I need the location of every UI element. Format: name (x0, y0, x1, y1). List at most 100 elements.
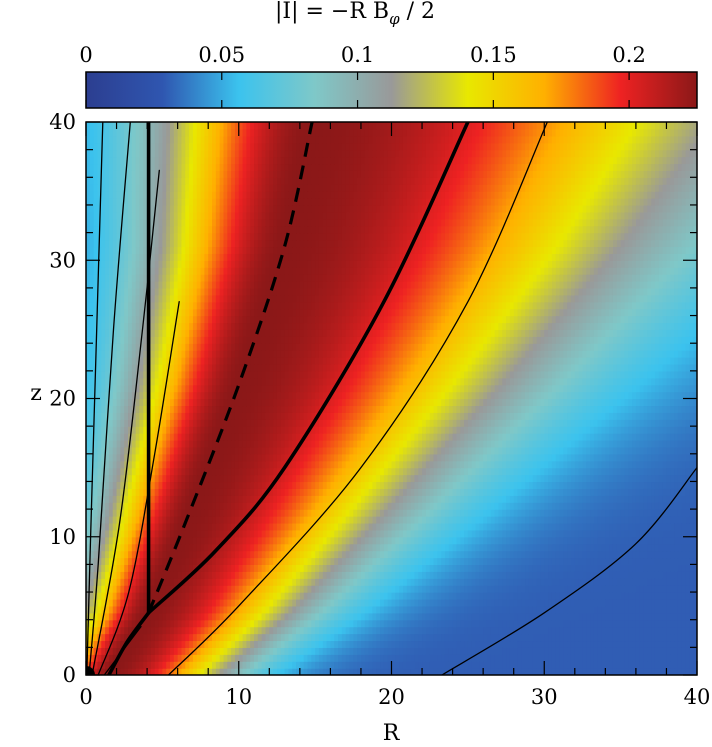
heatmap-cell (380, 557, 385, 565)
heatmap-cell (254, 467, 259, 476)
heatmap-cell (681, 598, 687, 607)
heatmap-cell (433, 460, 438, 469)
heatmap-cell (128, 647, 133, 655)
heatmap-cell (521, 633, 526, 642)
heatmap-cell (513, 619, 519, 628)
colorbar (85, 71, 698, 109)
heatmap-cell (490, 598, 496, 607)
heatmap-cell (582, 536, 587, 545)
heatmap-cell (150, 578, 156, 586)
heatmap-cell (628, 557, 633, 565)
heatmap-cell (674, 661, 679, 669)
heatmap-cell (548, 509, 553, 517)
heatmap-cell (215, 516, 221, 524)
heatmap-cell (460, 640, 465, 648)
heatmap-cell (292, 460, 297, 469)
heatmap-cell (639, 516, 645, 524)
heatmap-cell (693, 474, 697, 483)
heatmap-cell (605, 647, 610, 655)
heatmap-cell (326, 612, 332, 621)
heatmap-cell (360, 502, 366, 510)
heatmap-cell (486, 668, 492, 675)
heatmap-cell (494, 516, 500, 524)
heatmap-cell (231, 578, 236, 586)
heatmap-cell (128, 592, 133, 600)
heatmap-cell (250, 495, 255, 503)
heatmap-cell (360, 495, 366, 503)
heatmap-cell (250, 592, 255, 600)
heatmap-cell (353, 633, 358, 642)
heatmap-cell (135, 585, 141, 593)
heatmap-cell (215, 598, 221, 607)
heatmap-cell (326, 578, 332, 586)
heatmap-cell (231, 467, 236, 476)
heatmap-cell (112, 543, 118, 552)
heatmap-cell (196, 516, 202, 524)
heatmap-cell (86, 661, 91, 669)
heatmap-cell (368, 550, 374, 559)
heatmap-cell (208, 585, 213, 593)
heatmap-cell (418, 460, 423, 469)
heatmap-cell (189, 481, 194, 489)
heatmap-cell (486, 474, 492, 483)
heatmap-cell (345, 598, 351, 607)
heatmap-cell (246, 467, 251, 476)
heatmap-cell (269, 509, 274, 517)
heatmap-cell (452, 605, 458, 614)
heatmap-cell (544, 522, 549, 531)
heatmap-cell (693, 654, 697, 662)
heatmap-cell (540, 585, 545, 593)
heatmap-cell (540, 668, 545, 675)
heatmap-cell (189, 647, 194, 655)
heatmap-cell (624, 647, 629, 655)
heatmap-cell (341, 522, 347, 531)
heatmap-cell (196, 640, 202, 648)
heatmap-cell (219, 495, 225, 503)
heatmap-cell (444, 571, 450, 579)
heatmap-cell (380, 668, 385, 675)
heatmap-cell (212, 467, 217, 476)
heatmap-cell (578, 626, 584, 635)
heatmap-cell (124, 481, 129, 489)
heatmap-cell (276, 495, 282, 503)
heatmap-cell (521, 522, 526, 531)
heatmap-cell (280, 571, 286, 579)
heatmap-cell (315, 592, 320, 600)
heatmap-cell (498, 640, 503, 648)
heatmap-cell (498, 626, 503, 635)
heatmap-cell (150, 502, 156, 510)
heatmap-cell (467, 640, 473, 648)
heatmap-cell (185, 571, 190, 579)
heatmap-cell (345, 571, 351, 579)
heatmap-cell (635, 550, 641, 559)
heatmap-cell (578, 467, 584, 476)
heatmap-cell (620, 536, 626, 545)
heatmap-cell (143, 467, 148, 476)
heatmap-cell (563, 543, 568, 552)
heatmap-cell (464, 460, 469, 469)
heatmap-cell (418, 564, 423, 572)
heatmap-cell (360, 522, 366, 531)
heatmap-cell (651, 633, 656, 642)
heatmap-cell (154, 668, 160, 675)
heatmap-cell (273, 571, 278, 579)
heatmap-cell (632, 529, 637, 538)
heatmap-cell (307, 619, 312, 628)
heatmap-cell (559, 661, 564, 669)
heatmap-cell (372, 516, 377, 524)
heatmap-cell (540, 460, 545, 469)
heatmap-cell (612, 522, 618, 531)
heatmap-cell (284, 647, 289, 655)
heatmap-cell (689, 661, 694, 669)
heatmap-cell (170, 633, 175, 642)
heatmap-cell (173, 536, 179, 545)
heatmap-cell (559, 488, 564, 496)
heatmap-cell (479, 598, 484, 607)
heatmap-cell (681, 543, 687, 552)
heatmap-cell (414, 557, 419, 565)
heatmap-cell (360, 474, 366, 483)
heatmap-cell (215, 578, 221, 586)
heatmap-cell (444, 474, 450, 483)
heatmap-cell (303, 571, 309, 579)
heatmap-cell (674, 612, 679, 621)
